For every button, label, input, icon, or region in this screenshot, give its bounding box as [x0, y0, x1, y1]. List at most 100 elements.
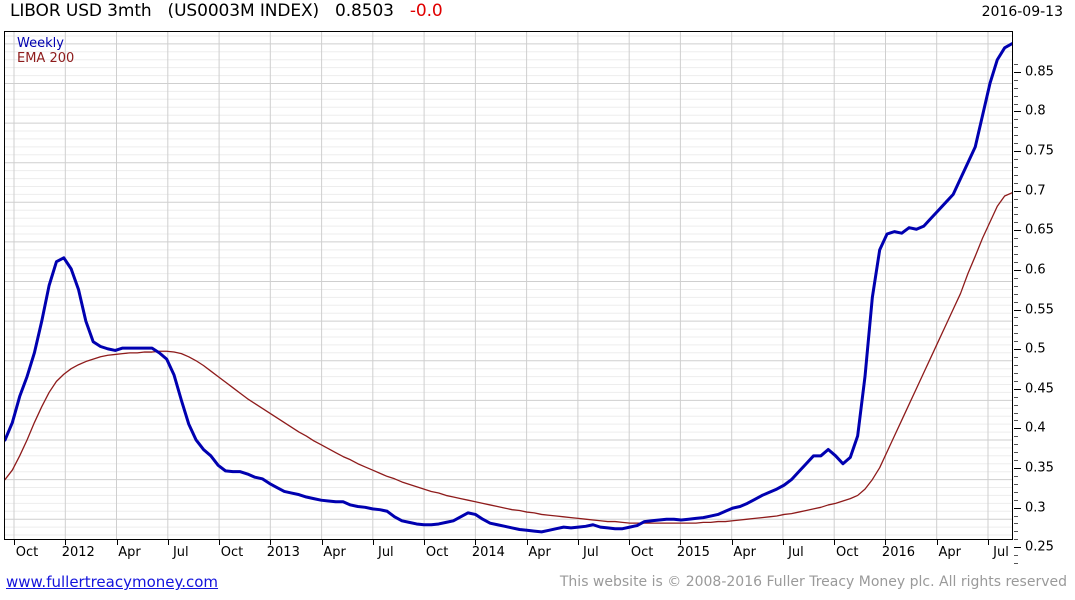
x-tick-mark: [577, 540, 579, 545]
y-tick-minor: [1014, 238, 1018, 240]
y-tick-label: 0.25: [1025, 539, 1054, 555]
y-axis: 0.85 0.8 0.75 0.7 0.65 0.6 0.55 0.5 0.45 0.4 0.35 0…: [1014, 56, 1075, 576]
y-tick-minor: [1014, 222, 1018, 224]
y-tick-major: [1014, 71, 1021, 73]
x-tick-mark: [372, 540, 374, 545]
y-tick-minor: [1014, 396, 1018, 398]
x-axis: Oct 2012 Apr Jul Oct 2013 Apr Jul Oct 2014 Apr Jul O…: [0, 540, 1075, 568]
site-url-link[interactable]: www.fullertreacymoney.com: [6, 573, 219, 591]
y-tick-minor: [1014, 317, 1018, 319]
x-tick-mark: [885, 540, 887, 545]
chart-date: 2016-09-13: [981, 4, 1063, 20]
y-tick-major: [1014, 467, 1021, 469]
copyright-text: This website is © 2008-2016 Fuller Treac…: [559, 574, 1067, 590]
y-tick-minor: [1014, 499, 1018, 501]
x-tick-label: 2013: [266, 545, 300, 560]
plot-svg: [5, 32, 1012, 539]
x-tick-label: Apr: [938, 545, 961, 560]
x-tick-mark: [424, 540, 426, 545]
y-tick-minor: [1014, 214, 1018, 216]
x-tick-label: Apr: [528, 545, 551, 560]
y-tick-minor: [1014, 325, 1018, 327]
x-tick-label: Oct: [220, 545, 244, 560]
x-tick-mark: [219, 540, 221, 545]
y-tick-minor: [1014, 159, 1018, 161]
y-tick-minor: [1014, 293, 1018, 295]
plot-canvas[interactable]: Weekly EMA 200: [4, 31, 1013, 540]
y-tick-minor: [1014, 404, 1018, 406]
y-tick-minor: [1014, 103, 1018, 105]
x-tick-label: Jul: [377, 545, 394, 560]
y-tick-minor: [1014, 182, 1018, 184]
y-tick-minor: [1014, 539, 1018, 541]
y-tick-minor: [1014, 301, 1018, 303]
y-tick-major: [1014, 190, 1021, 192]
y-tick-minor: [1014, 563, 1018, 565]
ema200-line: [5, 192, 1012, 524]
price-line-weekly: [5, 42, 1012, 534]
y-tick-minor: [1014, 364, 1018, 366]
y-tick-minor: [1014, 555, 1018, 557]
y-tick-minor: [1014, 79, 1018, 81]
y-tick-minor: [1014, 143, 1018, 145]
y-tick-label: 0.7: [1025, 183, 1046, 199]
y-tick-minor: [1014, 412, 1018, 414]
y-tick-minor: [1014, 119, 1018, 121]
y-tick-major: [1014, 309, 1021, 311]
y-tick-major: [1014, 151, 1021, 153]
y-tick-major: [1014, 230, 1021, 232]
y-tick-minor: [1014, 166, 1018, 168]
x-tick-label: Jul: [993, 545, 1009, 560]
x-tick-label: Oct: [835, 545, 859, 560]
x-tick-mark: [475, 540, 477, 545]
x-tick-label: Apr: [323, 545, 346, 560]
x-tick-mark: [65, 540, 67, 545]
x-tick-label: 2016: [881, 545, 916, 560]
y-tick-major: [1014, 547, 1021, 549]
y-tick-major: [1014, 388, 1021, 390]
x-tick-mark: [936, 540, 938, 545]
y-tick-minor: [1014, 254, 1018, 256]
y-tick-minor: [1014, 206, 1018, 208]
x-tick-label: Apr: [733, 545, 756, 560]
y-tick-minor: [1014, 333, 1018, 335]
chart-header: LIBOR USD 3mth (US0003M INDEX) 0.8503 -0…: [0, 0, 1075, 28]
y-tick-label: 0.45: [1025, 381, 1054, 397]
y-tick-minor: [1014, 277, 1018, 279]
x-tick-mark: [270, 540, 272, 545]
y-tick-minor: [1014, 491, 1018, 493]
x-tick-mark: [629, 540, 631, 545]
x-tick-label: 2014: [471, 545, 505, 560]
x-tick-mark: [14, 540, 15, 545]
y-tick-label: 0.55: [1025, 302, 1054, 318]
y-tick-minor: [1014, 452, 1018, 454]
x-tick-label: 2015: [676, 545, 710, 560]
y-tick-minor: [1014, 135, 1018, 137]
x-tick-label: Jul: [788, 545, 804, 560]
x-tick-mark: [834, 540, 836, 545]
y-tick-minor: [1014, 515, 1018, 517]
y-tick-label: 0.75: [1025, 143, 1054, 159]
y-tick-minor: [1014, 63, 1018, 65]
y-tick-minor: [1014, 523, 1018, 525]
y-tick-label: 0.4: [1025, 420, 1046, 436]
price-change: -0.0: [409, 1, 443, 21]
chart-footer: www.fullertreacymoney.com This website i…: [0, 570, 1075, 600]
x-tick-label: Oct: [425, 545, 449, 560]
x-tick-label: Apr: [118, 545, 141, 560]
y-tick-minor: [1014, 127, 1018, 129]
x-tick-mark: [167, 540, 169, 545]
y-tick-major: [1014, 349, 1021, 351]
y-tick-major: [1014, 507, 1021, 509]
y-tick-minor: [1014, 436, 1018, 438]
y-tick-major: [1014, 428, 1021, 430]
y-tick-minor: [1014, 262, 1018, 263]
y-tick-minor: [1014, 357, 1018, 359]
x-tick-label: Oct: [630, 545, 654, 560]
y-tick-label: 0.3: [1025, 500, 1046, 516]
y-tick-minor: [1014, 285, 1018, 287]
y-tick-major: [1014, 111, 1021, 113]
y-tick-label: 0.6: [1025, 262, 1046, 278]
y-tick-major: [1014, 269, 1021, 271]
y-tick-minor: [1014, 380, 1018, 382]
